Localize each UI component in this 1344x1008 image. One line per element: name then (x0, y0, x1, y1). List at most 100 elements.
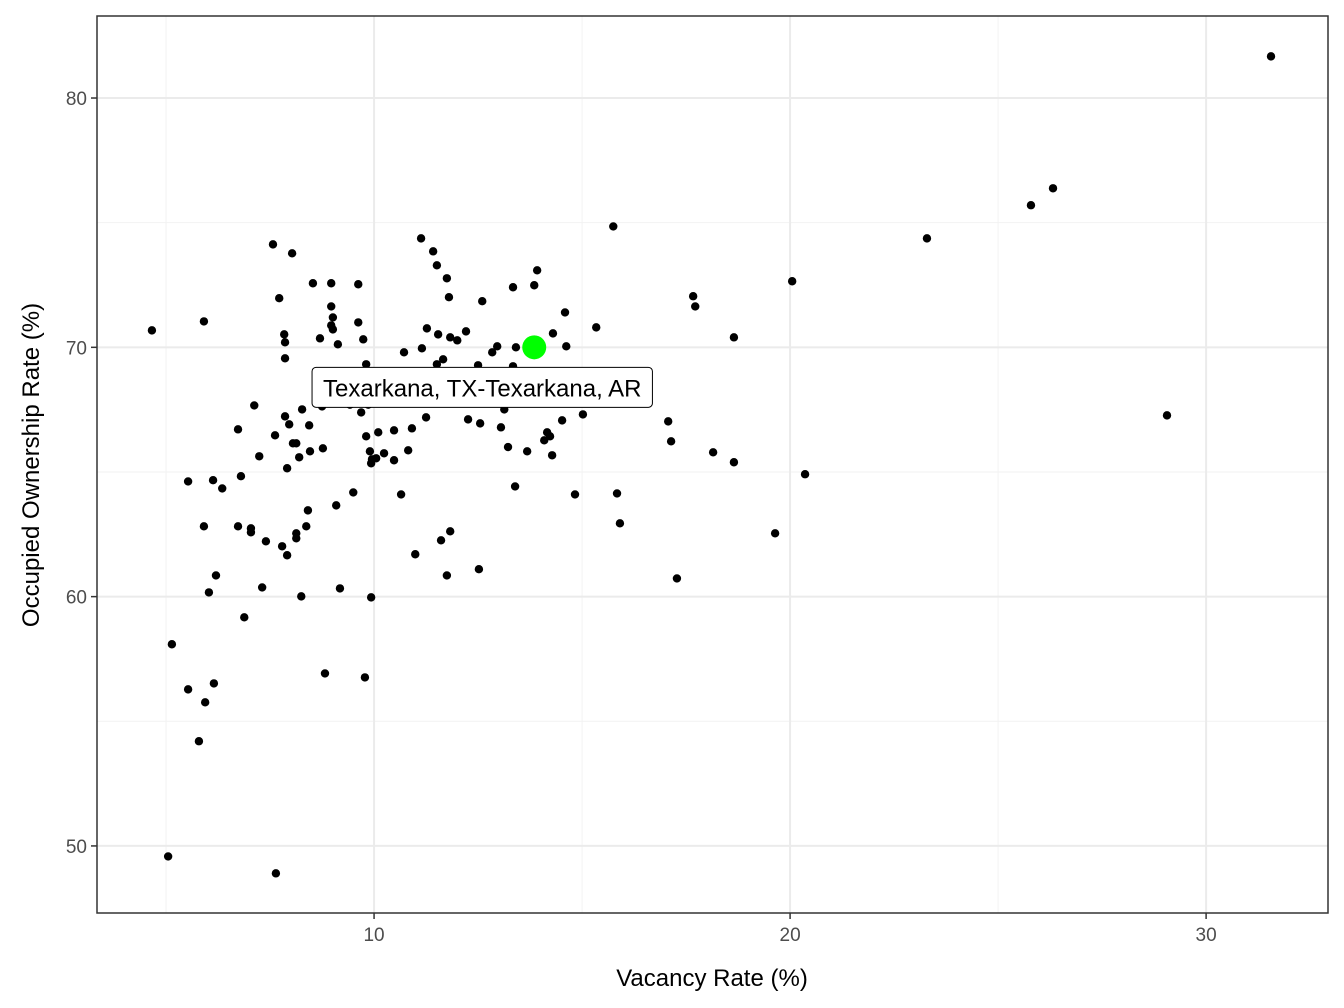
data-point (548, 329, 558, 338)
data-point (204, 588, 214, 597)
y-tick-label: 80 (66, 89, 87, 110)
x-axis: 10 20 30 (363, 913, 1217, 946)
data-point (328, 313, 338, 322)
data-point (304, 421, 314, 430)
points (147, 52, 1276, 878)
data-point (508, 283, 518, 292)
highlight-label: Texarkana, TX-Texarkana, AR (323, 375, 641, 402)
data-point (488, 348, 497, 357)
data-point (578, 410, 588, 419)
data-point (1266, 52, 1276, 61)
data-point (609, 222, 618, 231)
data-point (333, 340, 343, 349)
data-point (297, 405, 307, 414)
data-point (800, 470, 810, 479)
data-point (396, 490, 406, 499)
data-point (275, 294, 284, 303)
data-point (282, 551, 292, 560)
data-point (545, 432, 555, 441)
data-point (1026, 201, 1036, 210)
data-point (560, 308, 570, 317)
data-point (729, 333, 739, 342)
data-point (209, 679, 219, 688)
data-point (361, 432, 371, 441)
data-point (308, 279, 318, 288)
data-point (163, 852, 173, 861)
data-point (277, 542, 287, 551)
data-point (361, 360, 371, 369)
data-point (240, 613, 249, 622)
data-point (359, 335, 368, 344)
data-point (200, 698, 210, 707)
data-point (708, 448, 718, 457)
data-point (1048, 184, 1058, 193)
highlight-point[interactable] (522, 335, 547, 360)
data-point (292, 534, 301, 543)
data-point (389, 426, 399, 435)
data-point (335, 584, 345, 593)
data-point (349, 488, 358, 497)
panel-border (96, 15, 1329, 914)
highlight: Texarkana, TX-Texarkana, AR (311, 335, 653, 408)
data-point (432, 360, 442, 369)
x-axis-title: Vacancy Rate (%) (616, 965, 808, 992)
data-point (302, 522, 311, 531)
data-point (422, 324, 432, 333)
x-tick-label: 20 (780, 925, 801, 946)
data-point (666, 437, 676, 446)
data-point (250, 401, 259, 410)
data-point (493, 342, 502, 351)
data-point (547, 451, 557, 460)
data-point (354, 318, 363, 327)
data-point (442, 274, 452, 283)
data-point (922, 234, 932, 243)
data-point (770, 529, 780, 538)
data-point (417, 344, 427, 353)
data-point (474, 565, 484, 574)
data-point (183, 477, 193, 486)
data-point (444, 293, 454, 302)
data-point (280, 338, 290, 347)
data-point (436, 536, 446, 545)
data-point (432, 261, 442, 270)
data-point (327, 279, 336, 288)
data-point (257, 583, 267, 592)
y-tick-label: 50 (66, 837, 87, 858)
data-point (411, 550, 420, 559)
data-point (399, 348, 409, 357)
data-point (261, 537, 271, 546)
data-point (446, 333, 455, 342)
data-point (478, 297, 487, 306)
data-point (199, 317, 209, 326)
data-point (315, 334, 325, 343)
data-point (211, 571, 221, 580)
data-point (442, 571, 452, 580)
data-point (280, 412, 290, 421)
data-point (428, 247, 438, 256)
data-point (236, 472, 246, 481)
data-point (354, 280, 363, 289)
data-point (332, 501, 341, 510)
data-point (268, 240, 278, 249)
data-point (729, 458, 739, 467)
data-point (787, 277, 797, 286)
data-point (407, 424, 417, 433)
data-point (271, 869, 281, 878)
data-point (365, 447, 375, 456)
data-point (183, 685, 193, 694)
y-axis-title: Occupied Ownership Rate (%) (18, 303, 45, 627)
data-point (233, 522, 243, 531)
data-point (592, 323, 601, 332)
data-point (233, 425, 243, 434)
data-point (615, 519, 625, 528)
data-point (511, 343, 521, 352)
data-point (294, 453, 304, 462)
data-point (379, 449, 389, 458)
data-point (280, 354, 290, 363)
data-point (360, 673, 370, 682)
data-point (320, 669, 330, 678)
data-point (280, 330, 289, 339)
data-point (416, 234, 426, 243)
data-point (446, 527, 455, 536)
